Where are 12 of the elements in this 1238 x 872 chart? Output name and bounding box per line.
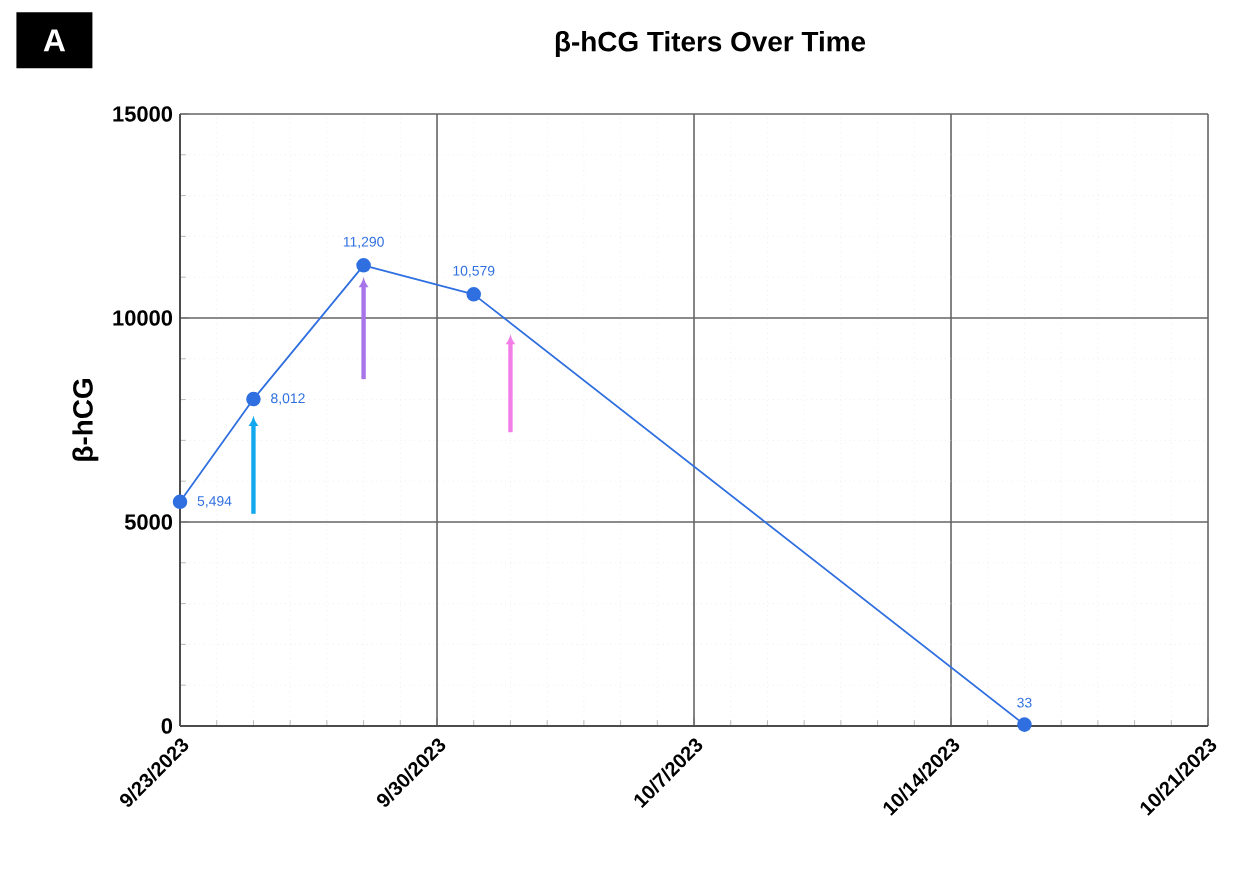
y-tick-label: 15000 [113, 106, 173, 122]
y-tick-label: 5000 [124, 514, 173, 530]
point [1017, 717, 1032, 732]
point [246, 391, 261, 407]
point [466, 287, 482, 302]
y-tick-label: 0 [161, 718, 173, 734]
y-axis-title: β-hCG [72, 379, 99, 461]
point [356, 258, 371, 273]
point [172, 494, 188, 510]
text: A [43, 29, 66, 52]
y-tick-label: 10000 [113, 310, 173, 326]
chart-title: β-hCG Titers Over Time [555, 30, 866, 57]
